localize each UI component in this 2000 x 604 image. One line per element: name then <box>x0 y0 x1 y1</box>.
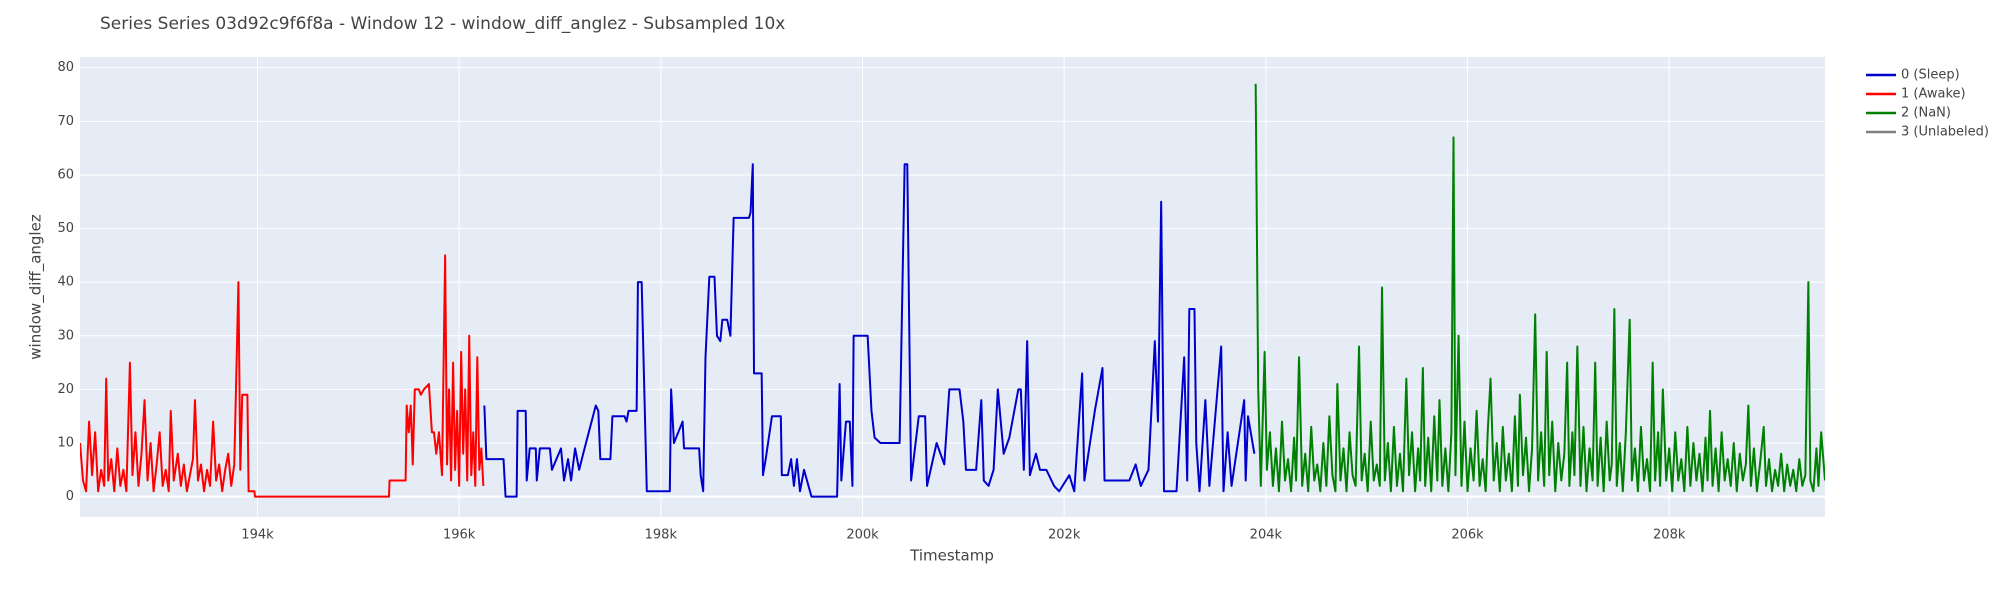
y-tick-label: 60 <box>57 167 74 182</box>
y-tick-label: 0 <box>66 489 74 504</box>
series-line <box>1254 83 1825 493</box>
legend-item[interactable]: 0 (Sleep) <box>1866 68 1960 83</box>
x-tick-label: 206k <box>1451 528 1484 543</box>
x-tick-label: 208k <box>1653 528 1686 543</box>
legend-label: 2 (NaN) <box>1901 106 1951 121</box>
y-tick-label: 50 <box>57 221 74 236</box>
y-tick-label: 30 <box>57 328 74 343</box>
x-tick-label: 202k <box>1048 528 1081 543</box>
x-tick-label: 200k <box>846 528 879 543</box>
legend-label: 0 (Sleep) <box>1901 68 1960 83</box>
y-tick-label: 80 <box>57 60 74 75</box>
series-line <box>80 254 485 498</box>
x-tick-label: 194k <box>241 528 274 543</box>
x-tick-label: 196k <box>443 528 476 543</box>
legend-label: 1 (Awake) <box>1901 87 1966 102</box>
series-line <box>483 163 1256 498</box>
x-axis-title: Timestamp <box>909 547 994 565</box>
chart-title: Series Series 03d92c9f6f8a - Window 12 -… <box>100 14 785 34</box>
y-tick-label: 20 <box>57 382 74 397</box>
legend-label: 3 (Unlabeled) <box>1901 125 1989 140</box>
legend-item[interactable]: 2 (NaN) <box>1866 106 1951 121</box>
x-tick-label: 204k <box>1250 528 1283 543</box>
x-tick-label: 198k <box>645 528 678 543</box>
legend-item[interactable]: 1 (Awake) <box>1866 87 1966 102</box>
y-tick-label: 10 <box>57 436 74 451</box>
plot-area <box>80 57 1825 517</box>
legend-item[interactable]: 3 (Unlabeled) <box>1866 125 1989 140</box>
y-tick-label: 70 <box>57 114 74 129</box>
y-tick-label: 40 <box>57 275 74 290</box>
y-axis-title: window_diff_anglez <box>27 214 46 360</box>
